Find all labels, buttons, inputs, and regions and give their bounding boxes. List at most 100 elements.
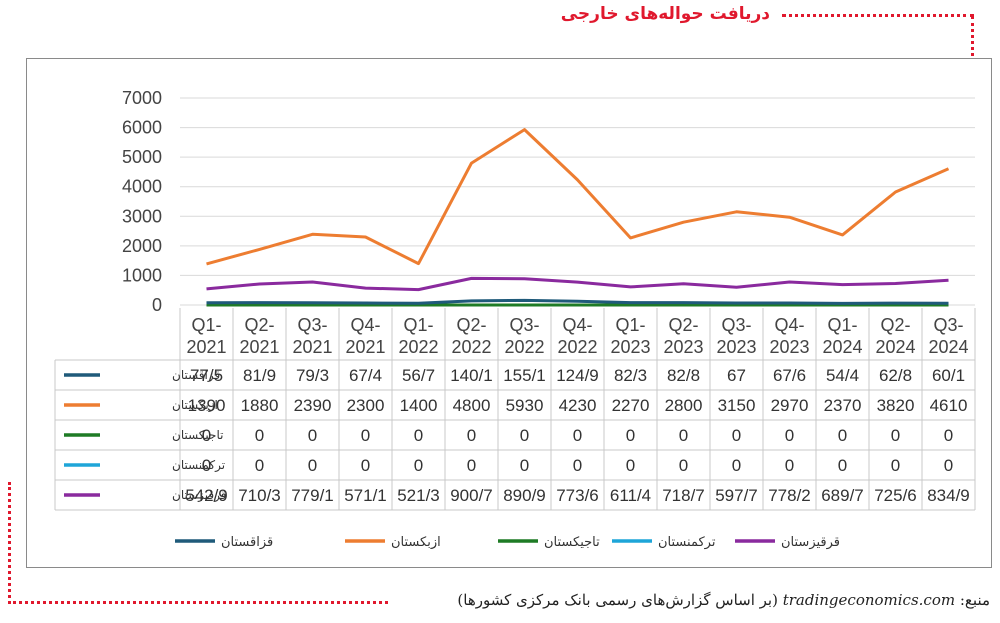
x-category-year: 2021 [292, 337, 332, 357]
data-label: 0 [361, 426, 370, 445]
data-label: 0 [785, 456, 794, 475]
x-category-year: 2022 [398, 337, 438, 357]
x-category-year: 2022 [451, 337, 491, 357]
x-category-label: Q4- [350, 315, 380, 335]
series-line [206, 276, 949, 292]
data-label: 81/9 [243, 366, 276, 385]
data-label: 597/7 [715, 486, 758, 505]
data-label: 0 [520, 426, 529, 445]
data-label: 0 [573, 456, 582, 475]
data-label: 0 [891, 456, 900, 475]
data-label: 0 [467, 426, 476, 445]
data-label: 0 [414, 426, 423, 445]
data-label: 542/9 [185, 486, 228, 505]
data-label: 82/8 [667, 366, 700, 385]
x-category-year: 2022 [504, 337, 544, 357]
x-category-label: Q3- [509, 315, 539, 335]
source-dotted-rule-vertical [8, 482, 11, 604]
data-label: 79/3 [296, 366, 329, 385]
row-series-label: قزاقستان [172, 368, 220, 383]
x-category-label: Q3- [297, 315, 327, 335]
y-tick-label: 0 [152, 295, 162, 315]
data-label: 890/9 [503, 486, 546, 505]
data-label: 1880 [241, 396, 279, 415]
legend-entry: قزاقستان [221, 535, 273, 550]
source-dotted-rule [8, 601, 388, 604]
data-label: 0 [732, 426, 741, 445]
data-label: 725/6 [874, 486, 917, 505]
data-label: 0 [785, 426, 794, 445]
data-label: 0 [361, 456, 370, 475]
x-category-year: 2021 [345, 337, 385, 357]
data-label: 0 [202, 456, 211, 475]
data-label: 1390 [188, 396, 226, 415]
data-label: 718/7 [662, 486, 705, 505]
data-label: 0 [414, 456, 423, 475]
x-category-label: Q4- [774, 315, 804, 335]
data-label: 155/1 [503, 366, 546, 385]
data-label: 0 [838, 426, 847, 445]
legend-entry: قرقیزستان [781, 535, 840, 550]
data-label: 778/2 [768, 486, 811, 505]
data-label: 82/3 [614, 366, 647, 385]
x-category-label: Q2- [880, 315, 910, 335]
source-detail: (بر اساس گزارش‌های رسمی بانک مرکزی کشوره… [457, 591, 778, 609]
y-tick-label: 6000 [122, 118, 162, 138]
series-line [206, 128, 950, 266]
row-series-label: ترکمنستان [172, 458, 225, 473]
x-category-label: Q2- [668, 315, 698, 335]
data-label: 0 [679, 426, 688, 445]
x-category-year: 2023 [610, 337, 650, 357]
row-series-label: تاجیکستان [172, 428, 223, 442]
y-tick-label: 2000 [122, 236, 162, 256]
data-label: 2370 [824, 396, 862, 415]
data-label: 0 [202, 426, 211, 445]
data-label: 900/7 [450, 486, 493, 505]
source-site: tradingeconomics.com [782, 591, 956, 609]
data-label: 56/7 [402, 366, 435, 385]
x-category-year: 2024 [875, 337, 915, 357]
data-label: 0 [308, 456, 317, 475]
data-label: 689/7 [821, 486, 864, 505]
source-note: منبع: tradingeconomics.com (بر اساس گزار… [400, 591, 990, 609]
data-label: 4800 [453, 396, 491, 415]
data-label: 0 [626, 426, 635, 445]
data-label: 773/6 [556, 486, 599, 505]
data-label: 0 [255, 456, 264, 475]
series-line [206, 298, 949, 305]
data-label: 0 [679, 456, 688, 475]
data-label: 2270 [612, 396, 650, 415]
data-label: 67/4 [349, 366, 382, 385]
data-label: 60/1 [932, 366, 965, 385]
data-label: 62/8 [879, 366, 912, 385]
data-label: 779/1 [291, 486, 334, 505]
data-label: 0 [838, 456, 847, 475]
x-category-year: 2023 [716, 337, 756, 357]
x-category-label: Q1- [403, 315, 433, 335]
x-category-label: Q1- [615, 315, 645, 335]
x-category-label: Q2- [456, 315, 486, 335]
data-label: 2390 [294, 396, 332, 415]
data-label: 67/6 [773, 366, 806, 385]
title-dotted-rule-vertical [971, 16, 974, 56]
data-label: 0 [308, 426, 317, 445]
data-label: 0 [467, 456, 476, 475]
x-category-year: 2023 [663, 337, 703, 357]
data-label: 710/3 [238, 486, 281, 505]
x-category-label: Q4- [562, 315, 592, 335]
x-category-year: 2023 [769, 337, 809, 357]
data-label: 571/1 [344, 486, 387, 505]
chart-title: دریافت حواله‌های خارجی [560, 4, 770, 24]
legend-entry: ترکمنستان [658, 535, 716, 550]
x-category-label: Q3- [721, 315, 751, 335]
data-label: 0 [944, 456, 953, 475]
x-category-label: Q1- [827, 315, 857, 335]
x-category-year: 2022 [557, 337, 597, 357]
chart-frame [26, 58, 992, 568]
source-prefix: منبع: [959, 591, 990, 609]
y-tick-label: 7000 [122, 88, 162, 108]
data-label: 0 [944, 426, 953, 445]
data-label: 140/1 [450, 366, 493, 385]
data-label: 2970 [771, 396, 809, 415]
legend-entry: تاجیکستان [544, 535, 600, 550]
